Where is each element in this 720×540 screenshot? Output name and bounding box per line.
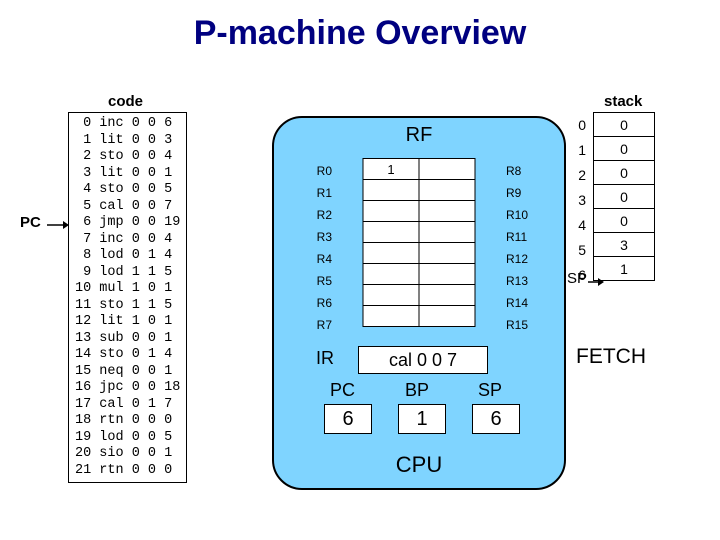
- stack-cell: 0: [594, 161, 655, 185]
- code-table: 0 inc 0 0 6 1 lit 0 0 3 2 sto 0 0 4 3 li…: [68, 112, 187, 483]
- rf-cell: [419, 222, 475, 243]
- pc-reg-value: 6: [324, 404, 372, 434]
- rf-table: 1: [363, 158, 476, 327]
- rf-cell: [363, 222, 419, 243]
- rf-cell: 1: [363, 159, 419, 180]
- rf-cell: [419, 264, 475, 285]
- rf-label: RF: [274, 124, 564, 147]
- stack-cell: 0: [594, 209, 655, 233]
- pc-reg-label: PC: [330, 380, 355, 401]
- sp-reg-value: 6: [472, 404, 520, 434]
- rf-cell: [363, 180, 419, 201]
- bp-reg-label: BP: [405, 380, 429, 401]
- cpu-label: CPU: [274, 452, 564, 478]
- rf-cell: [419, 285, 475, 306]
- rf-cell: [363, 306, 419, 327]
- stack-cell: 0: [594, 185, 655, 209]
- stack-cell: 0: [594, 137, 655, 161]
- ir-label: IR: [316, 348, 334, 369]
- rf-right-labels: R8R9R10R11R12R13R14R15: [506, 160, 540, 336]
- stack-indices: 0123456: [572, 113, 586, 288]
- rf-cell: [363, 201, 419, 222]
- code-label: code: [108, 93, 143, 110]
- rf-cell: [419, 159, 475, 180]
- fetch-label: FETCH: [576, 345, 646, 369]
- rf-cell: [419, 201, 475, 222]
- rf-cell: [419, 243, 475, 264]
- stack-table: 0000031: [593, 112, 655, 281]
- pc-pointer-label: PC: [20, 214, 41, 231]
- rf-cell: [363, 264, 419, 285]
- page-title: P-machine Overview: [0, 0, 720, 53]
- sp-reg-label: SP: [478, 380, 502, 401]
- cpu-panel: RF R0R1R2R3R4R5R6R7 R8R9R10R11R12R13R14R…: [272, 116, 566, 490]
- stack-label: stack: [604, 93, 642, 110]
- stack-cell: 3: [594, 233, 655, 257]
- ir-value: cal 0 0 7: [358, 346, 488, 374]
- rf-cell: [363, 285, 419, 306]
- rf-left-labels: R0R1R2R3R4R5R6R7: [302, 160, 332, 336]
- rf-cell: [419, 180, 475, 201]
- rf-cell: [419, 306, 475, 327]
- sp-arrow-icon: [588, 276, 604, 288]
- sp-pointer-label: SP: [567, 270, 587, 287]
- pc-arrow-icon: [47, 215, 69, 235]
- stack-cell: 0: [594, 113, 655, 137]
- bp-reg-value: 1: [398, 404, 446, 434]
- rf-cell: [363, 243, 419, 264]
